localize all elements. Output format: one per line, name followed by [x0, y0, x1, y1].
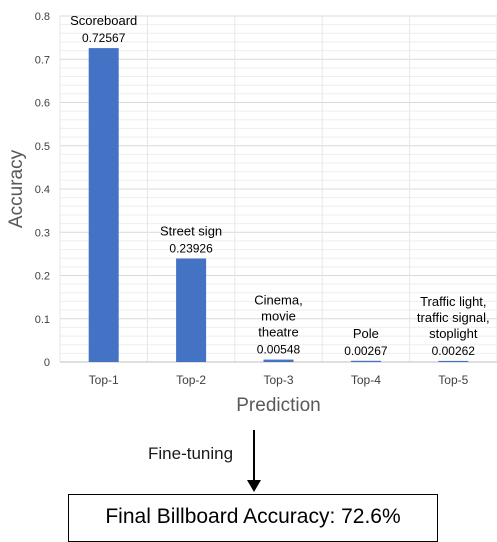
y-tick-label: 0.6	[35, 98, 50, 110]
bar-top-3	[263, 359, 294, 362]
class-label: movie	[261, 309, 296, 324]
x-tick-label: Top-5	[438, 373, 468, 387]
value-label: 0.72567	[82, 31, 126, 45]
x-tick-label: Top-4	[351, 373, 381, 387]
class-label: Traffic light,	[420, 294, 486, 309]
bar-labels: 0.72567 Scoreboard 0.23926 Street sign 0.005…	[70, 13, 490, 358]
class-label: traffic signal,	[417, 310, 490, 325]
bar-top-4	[350, 360, 381, 362]
value-label: 0.00548	[257, 343, 301, 357]
class-label: stoplight	[429, 326, 478, 341]
bar-top-2	[176, 258, 207, 362]
x-axis-label: Prediction	[236, 395, 321, 416]
y-tick-label: 0.1	[35, 314, 50, 326]
class-label: Scoreboard	[70, 13, 137, 28]
y-tick-label: 0	[44, 357, 50, 369]
class-label: theatre	[258, 325, 298, 340]
y-tick-label: 0.2	[35, 271, 50, 283]
y-axis-ticks: 0 0.1 0.2 0.3 0.4 0.5 0.6 0.7 0.8	[35, 11, 50, 369]
bar-top-5	[438, 360, 469, 362]
final-accuracy-box: Final Billboard Accuracy: 72.6%	[68, 494, 438, 542]
down-arrow-icon	[247, 480, 261, 492]
value-label: 0.23926	[169, 242, 213, 256]
x-axis-ticks: Top-1 Top-2 Top-3 Top-4 Top-5	[89, 373, 469, 387]
y-tick-label: 0.7	[35, 54, 50, 66]
class-label: Street sign	[160, 224, 222, 239]
value-label: 0.00262	[432, 344, 476, 358]
chart-grid	[59, 15, 497, 363]
y-tick-label: 0.4	[35, 184, 50, 196]
y-tick-label: 0.3	[35, 227, 50, 239]
x-tick-label: Top-3	[263, 373, 293, 387]
y-axis-label: Accuracy	[6, 149, 27, 228]
bar-chart: 0 0.1 0.2 0.3 0.4 0.5 0.6 0.7 0.8 0.72567 Scorebo…	[6, 11, 497, 416]
final-accuracy-text: Final Billboard Accuracy: 72.6%	[105, 505, 401, 528]
y-tick-label: 0.8	[35, 11, 50, 23]
class-label: Pole	[353, 326, 379, 341]
x-tick-label: Top-1	[89, 373, 119, 387]
y-tick-label: 0.5	[35, 141, 50, 153]
bar-top-1	[88, 48, 119, 362]
value-label: 0.00267	[344, 344, 388, 358]
down-arrow-shaft	[253, 430, 255, 482]
class-label: Cinema,	[254, 293, 302, 308]
chart-bars	[88, 48, 469, 362]
fine-tuning-label: Fine-tuning	[148, 444, 234, 463]
x-tick-label: Top-2	[176, 373, 206, 387]
